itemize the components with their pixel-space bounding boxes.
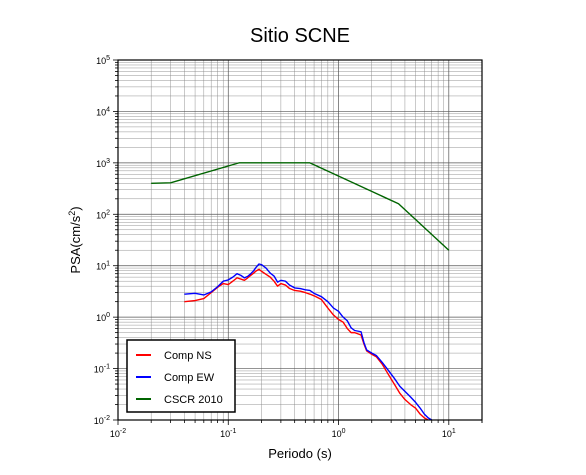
legend-label: Comp EW xyxy=(164,372,215,384)
x-tick-label: 10-2 xyxy=(110,428,126,439)
series-line-1 xyxy=(184,268,429,420)
x-axis-label: Periodo (s) xyxy=(268,446,332,461)
series-line-2 xyxy=(184,263,433,420)
y-tick-label: 104 xyxy=(96,106,110,117)
y-axis-ticks: 10-2 10-1 100 101 102 103 104 105 xyxy=(94,55,118,426)
y-tick-label: 102 xyxy=(96,209,110,220)
y-tick-label: 103 xyxy=(96,158,110,169)
legend: Comp NS Comp EW CSCR 2010 xyxy=(126,339,236,413)
series-line-3 xyxy=(151,162,450,251)
plot-frame xyxy=(117,59,483,421)
y-tick-label: 101 xyxy=(96,261,110,272)
grid-minor xyxy=(118,60,483,420)
y-tick-label: 10-1 xyxy=(94,364,110,375)
x-tick-label: 10-1 xyxy=(220,428,236,439)
legend-label: Comp NS xyxy=(164,350,212,362)
chart-title: Sitio SCNE xyxy=(250,25,350,47)
y-tick-label: 10-2 xyxy=(94,415,110,426)
series-layer xyxy=(151,162,450,420)
y-tick-label: 105 xyxy=(96,55,110,66)
x-axis-ticks: 10-2 10-1 100 101 xyxy=(110,420,483,439)
y-axis-label: PSA(cm/s2) xyxy=(67,206,83,273)
x-tick-label: 101 xyxy=(442,428,456,439)
y-tick-label: 100 xyxy=(96,312,110,323)
x-tick-label: 100 xyxy=(332,428,346,439)
legend-label: CSCR 2010 xyxy=(164,394,223,406)
